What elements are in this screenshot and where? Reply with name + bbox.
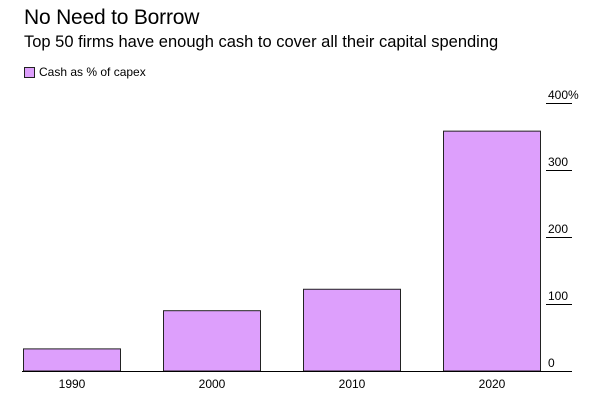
y-tick-label: 0	[548, 356, 555, 370]
y-tick-label: 200	[548, 222, 568, 236]
x-tick-label: 2020	[479, 377, 506, 391]
y-tick-label: 100	[548, 289, 568, 303]
legend-label: Cash as % of capex	[39, 65, 146, 79]
y-tick-label: 400%	[548, 88, 579, 102]
bar-2000	[163, 310, 261, 372]
chart-title: No Need to Borrow	[24, 6, 200, 29]
chart-subtitle: Top 50 firms have enough cash to cover a…	[24, 33, 499, 51]
bar-2020	[443, 130, 541, 372]
legend: Cash as % of capex	[24, 65, 146, 79]
x-tick-label: 1990	[59, 377, 86, 391]
x-tick-label: 2000	[199, 377, 226, 391]
bar-2010	[303, 288, 401, 372]
bar-1990	[23, 348, 121, 372]
y-tick-label: 300	[548, 155, 568, 169]
legend-swatch	[24, 66, 35, 78]
x-tick-label: 2010	[339, 377, 366, 391]
